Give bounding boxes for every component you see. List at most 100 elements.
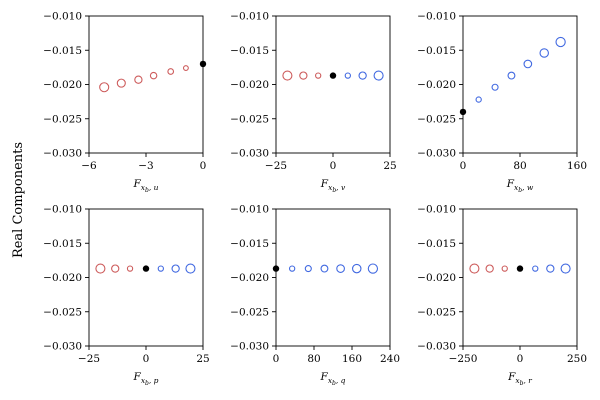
data-point (329, 72, 337, 79)
data-point (507, 71, 516, 80)
y-tick-label: −0.010 (43, 11, 82, 23)
x-tick-label: 0 (517, 353, 524, 365)
data-point (182, 65, 189, 72)
data-point (185, 263, 196, 274)
x-axis-label: Fxb, w (506, 178, 534, 194)
x-axis-label-main: F (507, 371, 516, 383)
data-point (459, 108, 467, 116)
data-point (142, 265, 150, 272)
x-axis-label-subsub: b (518, 187, 522, 194)
data-point (469, 263, 480, 274)
data-point (523, 59, 533, 69)
data-point (167, 68, 175, 75)
data-point (99, 82, 110, 93)
x-tick-label: −6 (81, 160, 97, 172)
x-axis-label-tail: , r (524, 376, 533, 385)
y-tick-label: −0.030 (417, 341, 456, 353)
x-tick-label: 0 (330, 160, 337, 172)
x-axis-label: Fxb, q (320, 371, 346, 387)
y-tick-label: −0.010 (417, 11, 456, 23)
x-axis-label: Fxb, v (320, 178, 346, 194)
data-point (560, 263, 571, 274)
data-point (288, 265, 296, 272)
x-axis-label: Fxb, u (133, 178, 159, 194)
plot-frame (88, 208, 204, 347)
data-point (373, 70, 384, 81)
x-axis-label-tail: , q (336, 376, 346, 385)
y-tick-label: −0.030 (417, 148, 456, 160)
x-axis-label-subsub: b (332, 380, 336, 387)
data-point (149, 71, 158, 80)
y-tick-label: −0.025 (230, 306, 269, 318)
y-tick-label: −0.015 (43, 238, 82, 250)
x-axis-label-sub: x (141, 183, 146, 192)
panel-p: −0.030 −0.025 −0.020 −0.015 −0.010 −25 0 25 Fxb,… (43, 204, 210, 387)
y-tick-label: −0.020 (43, 272, 82, 284)
plot-frame (462, 15, 578, 154)
x-axis-label-tail: , p (149, 376, 159, 385)
plot-frame (88, 15, 204, 154)
data-point (475, 96, 482, 103)
data-point (304, 265, 312, 273)
panel-u: −0.030 −0.025 −0.020 −0.015 −0.010 −6 −3 0 Fxb, … (43, 11, 206, 194)
x-tick-label: 0 (200, 160, 207, 172)
y-tick-label: −0.025 (417, 113, 456, 125)
x-axis-label-sub: x (514, 183, 519, 192)
y-tick-label: −0.020 (43, 79, 82, 91)
x-axis-label-main: F (133, 178, 142, 190)
x-tick-label: 80 (513, 160, 526, 172)
x-tick-label: −250 (449, 353, 478, 365)
x-axis-label-sub: x (328, 183, 333, 192)
y-tick-label: −0.010 (43, 204, 82, 216)
x-tick-label: 160 (567, 160, 587, 172)
data-point (134, 75, 143, 84)
data-point (351, 263, 362, 274)
panels: −0.030−0.025−0.020−0.015−0.010−6 −3 0Fxb, … (43, 11, 587, 387)
data-point (555, 36, 566, 48)
y-tick-label: −0.015 (230, 238, 269, 250)
data-point (282, 70, 293, 81)
y-tick-label: −0.015 (230, 45, 269, 57)
data-point (320, 264, 329, 273)
data-point (299, 71, 308, 80)
y-tick-label: −0.030 (43, 341, 82, 353)
panel-q: −0.030 −0.025 −0.020 −0.015 −0.010 0 80 160 240 F… (230, 204, 400, 387)
x-axis-label-subsub: b (145, 380, 149, 387)
x-tick-label: 0 (143, 353, 150, 365)
x-tick-label: 240 (380, 353, 400, 365)
x-axis-label-tail: , v (336, 183, 346, 192)
data-point (367, 263, 379, 274)
panel-w: −0.030 −0.025 −0.020 −0.015 −0.010 0 80 160 Fxb,… (417, 11, 587, 194)
y-tick-label: −0.020 (417, 79, 456, 91)
plot-frame (462, 208, 578, 347)
data-point (546, 264, 555, 273)
panel-v: −0.030 −0.025 −0.020 −0.015 −0.010 −25 0 25 Fxb,… (230, 11, 397, 194)
plot-frame (275, 208, 391, 347)
x-tick-label: 0 (460, 160, 467, 172)
y-tick-label: −0.025 (43, 113, 82, 125)
x-tick-label: 25 (196, 353, 209, 365)
data-point (199, 60, 207, 68)
y-tick-label: −0.020 (417, 272, 456, 284)
y-tick-label: −0.010 (417, 204, 456, 216)
y-tick-label: −0.025 (417, 306, 456, 318)
data-point (485, 264, 494, 273)
y-tick-label: −0.015 (417, 45, 456, 57)
data-point (539, 48, 549, 58)
x-axis-label-tail: , w (522, 183, 534, 192)
y-tick-label: −0.010 (230, 204, 269, 216)
plot-frame (275, 15, 391, 154)
data-point (126, 265, 134, 272)
data-point (491, 83, 499, 91)
y-tick-label: −0.030 (230, 148, 269, 160)
figure-ylabel: Real Components (11, 142, 26, 258)
x-axis-label-sub: x (141, 376, 146, 385)
x-axis-label-subsub: b (332, 187, 336, 194)
x-axis-label-main: F (320, 371, 329, 383)
data-point (344, 72, 351, 79)
y-tick-label: −0.020 (230, 79, 269, 91)
data-point (95, 263, 106, 274)
x-axis-label-main: F (506, 178, 515, 190)
x-tick-label: −25 (265, 160, 287, 172)
